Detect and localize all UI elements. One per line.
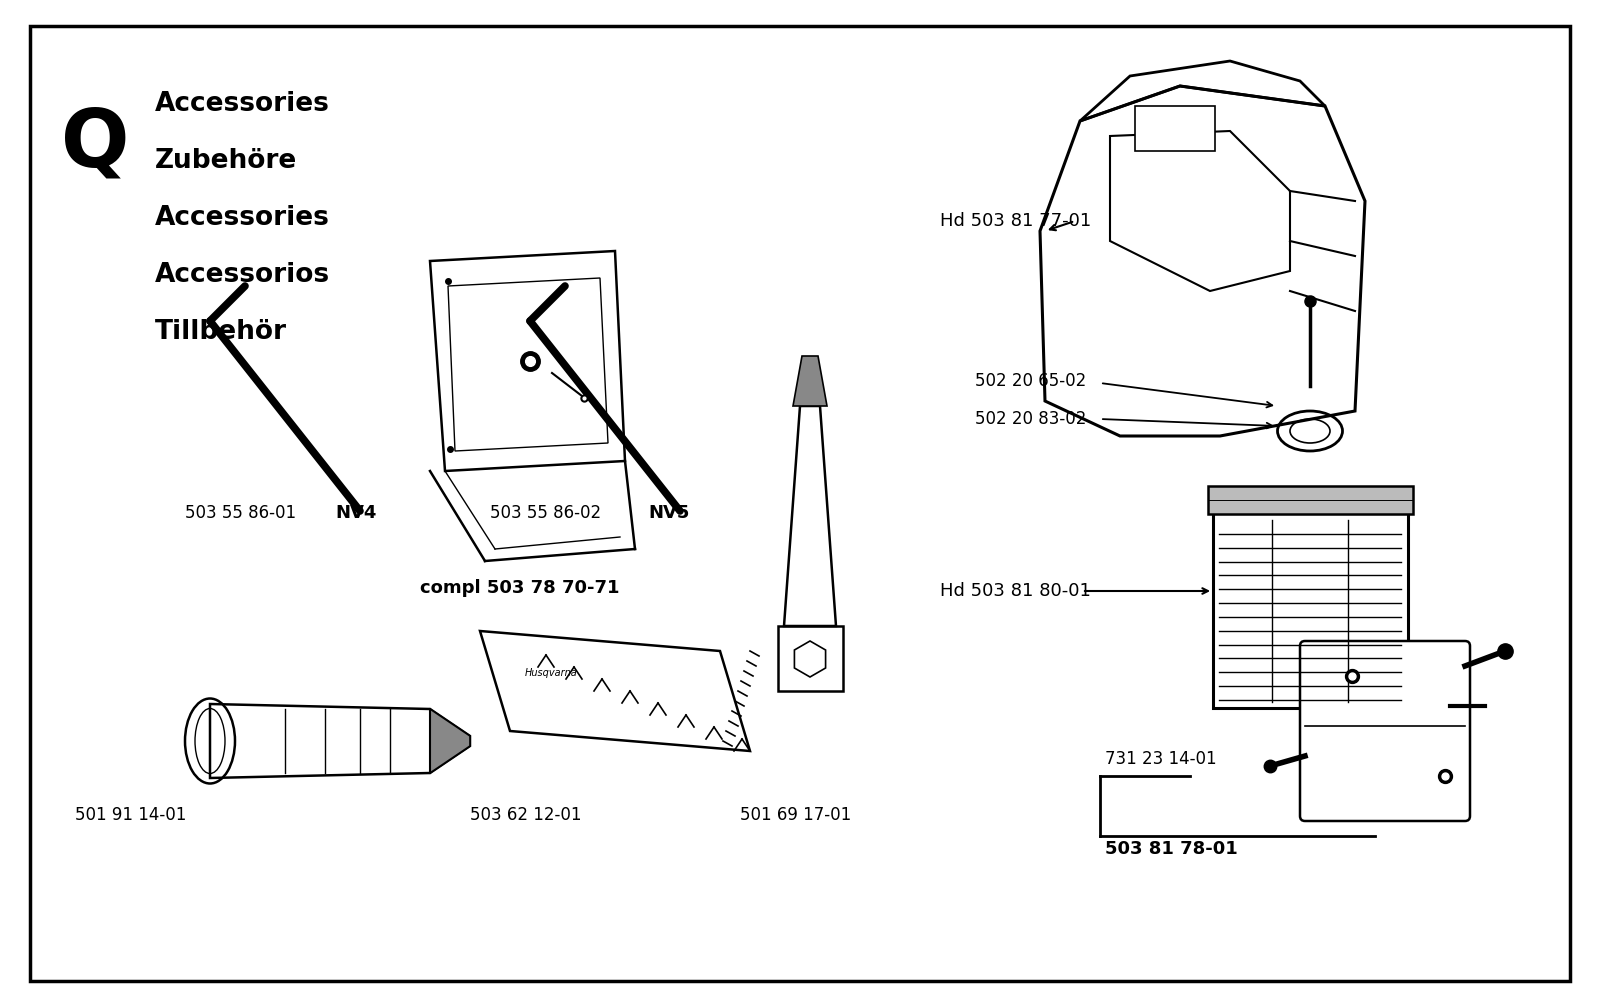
Text: Q: Q: [61, 106, 130, 184]
Text: 503 55 86-02: 503 55 86-02: [490, 504, 602, 522]
FancyBboxPatch shape: [1213, 513, 1408, 708]
FancyBboxPatch shape: [778, 626, 843, 691]
Text: Zubehöre: Zubehöre: [155, 148, 298, 174]
Text: Accessorios: Accessorios: [155, 262, 330, 288]
Polygon shape: [794, 356, 827, 406]
Polygon shape: [430, 709, 470, 773]
Text: Accessories: Accessories: [155, 205, 330, 231]
FancyBboxPatch shape: [1134, 106, 1214, 151]
Text: 502 20 65-02: 502 20 65-02: [974, 372, 1086, 390]
Text: 501 91 14-01: 501 91 14-01: [75, 806, 186, 824]
Text: NV4: NV4: [334, 504, 376, 522]
Text: 502 20 83-02: 502 20 83-02: [974, 410, 1086, 428]
Text: 503 62 12-01: 503 62 12-01: [470, 806, 581, 824]
Text: 503 55 86-01: 503 55 86-01: [186, 504, 296, 522]
Text: 503 81 78-01: 503 81 78-01: [1106, 840, 1238, 858]
FancyBboxPatch shape: [1208, 486, 1413, 514]
Text: Hd 503 81 80-01: Hd 503 81 80-01: [941, 582, 1091, 600]
Text: Husqvarna: Husqvarna: [525, 668, 578, 678]
FancyBboxPatch shape: [1299, 641, 1470, 821]
Text: NV5: NV5: [648, 504, 690, 522]
Text: Hd 503 81 77-01: Hd 503 81 77-01: [941, 212, 1091, 230]
Text: 501 69 17-01: 501 69 17-01: [739, 806, 851, 824]
Text: 731 23 14-01: 731 23 14-01: [1106, 750, 1216, 768]
Text: Accessories: Accessories: [155, 91, 330, 117]
Text: Tillbehör: Tillbehör: [155, 319, 286, 345]
Text: compl 503 78 70-71: compl 503 78 70-71: [419, 579, 619, 597]
